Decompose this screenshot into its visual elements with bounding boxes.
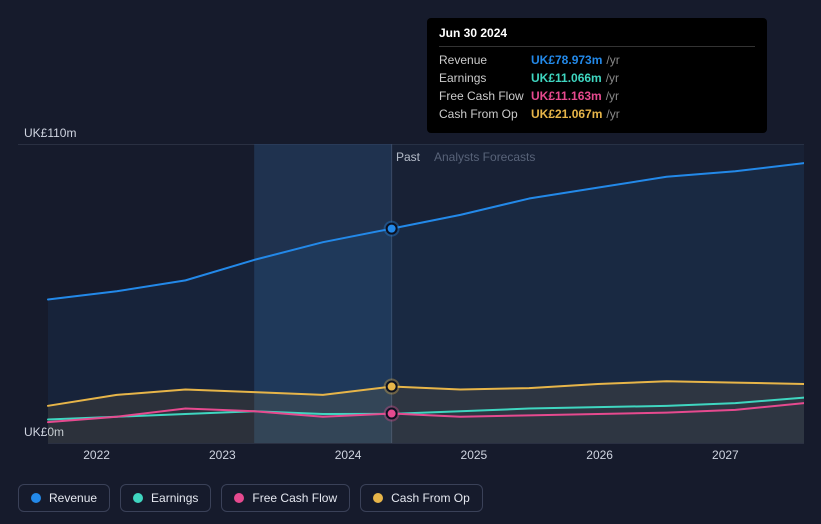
tooltip-row: Cash From OpUK£21.067m/yr (439, 105, 755, 123)
legend-item-revenue[interactable]: Revenue (18, 484, 110, 512)
legend-swatch (31, 493, 41, 503)
tooltip-metric-unit: /yr (606, 89, 619, 103)
legend-swatch (234, 493, 244, 503)
tooltip-metric-value: UK£21.067m (531, 107, 602, 121)
tooltip-metric-value: UK£11.163m (531, 89, 602, 103)
legend-label: Free Cash Flow (252, 491, 337, 505)
legend-swatch (373, 493, 383, 503)
legend-label: Revenue (49, 491, 97, 505)
legend-item-free_cash_flow[interactable]: Free Cash Flow (221, 484, 350, 512)
legend-item-earnings[interactable]: Earnings (120, 484, 211, 512)
tooltip-metric-unit: /yr (606, 53, 619, 67)
x-axis-tick: 2023 (209, 448, 236, 462)
tooltip-metric-value: UK£78.973m (531, 53, 602, 67)
tooltip-metric-unit: /yr (606, 71, 619, 85)
x-axis-tick: 2027 (712, 448, 739, 462)
tooltip-metric-label: Free Cash Flow (439, 89, 531, 103)
x-axis-tick: 2026 (586, 448, 613, 462)
legend-label: Cash From Op (391, 491, 470, 505)
legend: Revenue Earnings Free Cash Flow Cash From O… (18, 484, 483, 512)
tooltip-row: EarningsUK£11.066m/yr (439, 69, 755, 87)
tooltip-metric-label: Earnings (439, 71, 531, 85)
hover-tooltip: Jun 30 2024 RevenueUK£78.973m/yrEarnings… (427, 18, 767, 133)
tooltip-date: Jun 30 2024 (439, 26, 755, 47)
tooltip-metric-unit: /yr (606, 107, 619, 121)
tooltip-metric-label: Revenue (439, 53, 531, 67)
tooltip-metric-label: Cash From Op (439, 107, 531, 121)
line-chart (18, 144, 804, 444)
y-axis-max-label: UK£110m (24, 126, 76, 140)
tooltip-metric-value: UK£11.066m (531, 71, 602, 85)
tooltip-row: RevenueUK£78.973m/yr (439, 51, 755, 69)
legend-item-cash_from_op[interactable]: Cash From Op (360, 484, 483, 512)
tooltip-row: Free Cash FlowUK£11.163m/yr (439, 87, 755, 105)
x-axis-tick: 2025 (461, 448, 488, 462)
x-axis-tick: 2024 (335, 448, 362, 462)
x-axis-tick: 2022 (83, 448, 110, 462)
chart-area[interactable] (18, 144, 804, 444)
legend-swatch (133, 493, 143, 503)
legend-label: Earnings (151, 491, 198, 505)
